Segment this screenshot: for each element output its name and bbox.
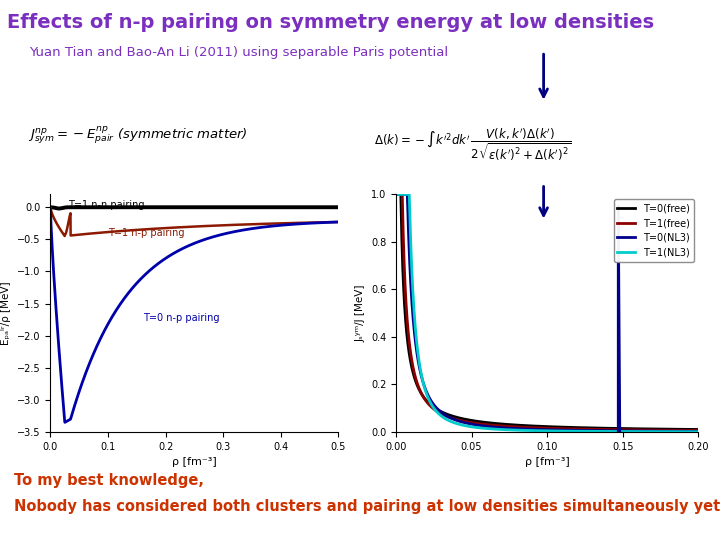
Y-axis label: Jₛʸᵐ/J [MeV]: Jₛʸᵐ/J [MeV]	[356, 285, 365, 342]
Y-axis label: Eₚₐᴵʳ/ρ [MeV]: Eₚₐᴵʳ/ρ [MeV]	[1, 281, 12, 345]
Text: Effects of n-p pairing on symmetry energy at low densities: Effects of n-p pairing on symmetry energ…	[7, 14, 654, 32]
Text: $J^{np}_{sym} = -E^{np}_{pair}$ (symmetric matter): $J^{np}_{sym} = -E^{np}_{pair}$ (symmetr…	[28, 124, 248, 146]
X-axis label: ρ [fm⁻³]: ρ [fm⁻³]	[172, 457, 217, 467]
Text: To my best knowledge,: To my best knowledge,	[14, 472, 204, 488]
Text: T=1 n-n pairing: T=1 n-n pairing	[68, 200, 144, 211]
Text: $\Delta(k) = -\int k^{\prime 2}dk^{\prime}\,\dfrac{V(k,k^{\prime})\Delta(k^{\pri: $\Delta(k) = -\int k^{\prime 2}dk^{\prim…	[374, 126, 571, 163]
Text: Yuan Tian and Bao-An Li (2011) using separable Paris potential: Yuan Tian and Bao-An Li (2011) using sep…	[29, 46, 448, 59]
Text: T=1 n-p pairing: T=1 n-p pairing	[108, 228, 184, 238]
Text: T=0 n-p pairing: T=0 n-p pairing	[143, 313, 219, 323]
Text: Nobody has considered both clusters and pairing at low densities simultaneously : Nobody has considered both clusters and …	[14, 500, 720, 515]
X-axis label: ρ [fm⁻³]: ρ [fm⁻³]	[525, 457, 570, 467]
Legend: T=0(free), T=1(free), T=0(NL3), T=1(NL3): T=0(free), T=1(free), T=0(NL3), T=1(NL3)	[613, 199, 693, 261]
